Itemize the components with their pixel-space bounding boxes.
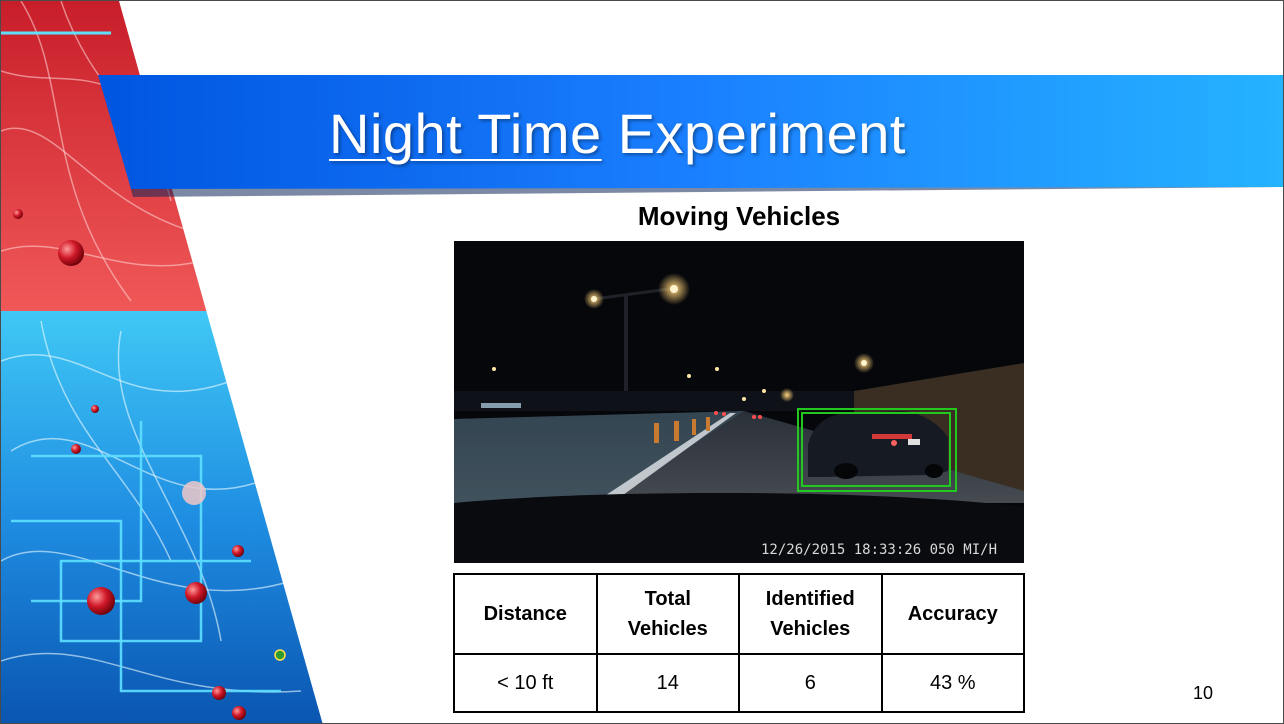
dashcam-photo: 12/26/2015 18:33:26 050 MI/H: [454, 241, 1024, 563]
table-row: < 10 ft 14 6 43 %: [453, 653, 1025, 713]
table-header-row: Distance Total Vehicles Identified Vehic…: [453, 573, 1025, 655]
page-number: 10: [1193, 683, 1214, 703]
title-banner: [98, 75, 1283, 197]
timestamp-overlay: 12/26/2015 18:33:26 050 MI/H: [761, 542, 997, 558]
header-identified-vehicles: Identified Vehicles: [738, 573, 883, 655]
cell-distance: < 10 ft: [453, 653, 598, 713]
slide-title-link[interactable]: Night Time: [329, 102, 602, 165]
slide-title-rest: Experiment: [601, 102, 906, 165]
slide-title: Night Time Experiment: [329, 101, 906, 166]
image-caption: Moving Vehicles: [637, 201, 841, 231]
header-total-vehicles: Total Vehicles: [595, 573, 740, 655]
cell-accuracy: 43 %: [880, 653, 1025, 713]
results-table: Distance Total Vehicles Identified Vehic…: [453, 573, 1025, 713]
header-accuracy: Accuracy: [880, 573, 1025, 655]
cell-identified-vehicles: 6: [738, 653, 883, 713]
cell-total-vehicles: 14: [595, 653, 740, 713]
header-distance: Distance: [453, 573, 598, 655]
